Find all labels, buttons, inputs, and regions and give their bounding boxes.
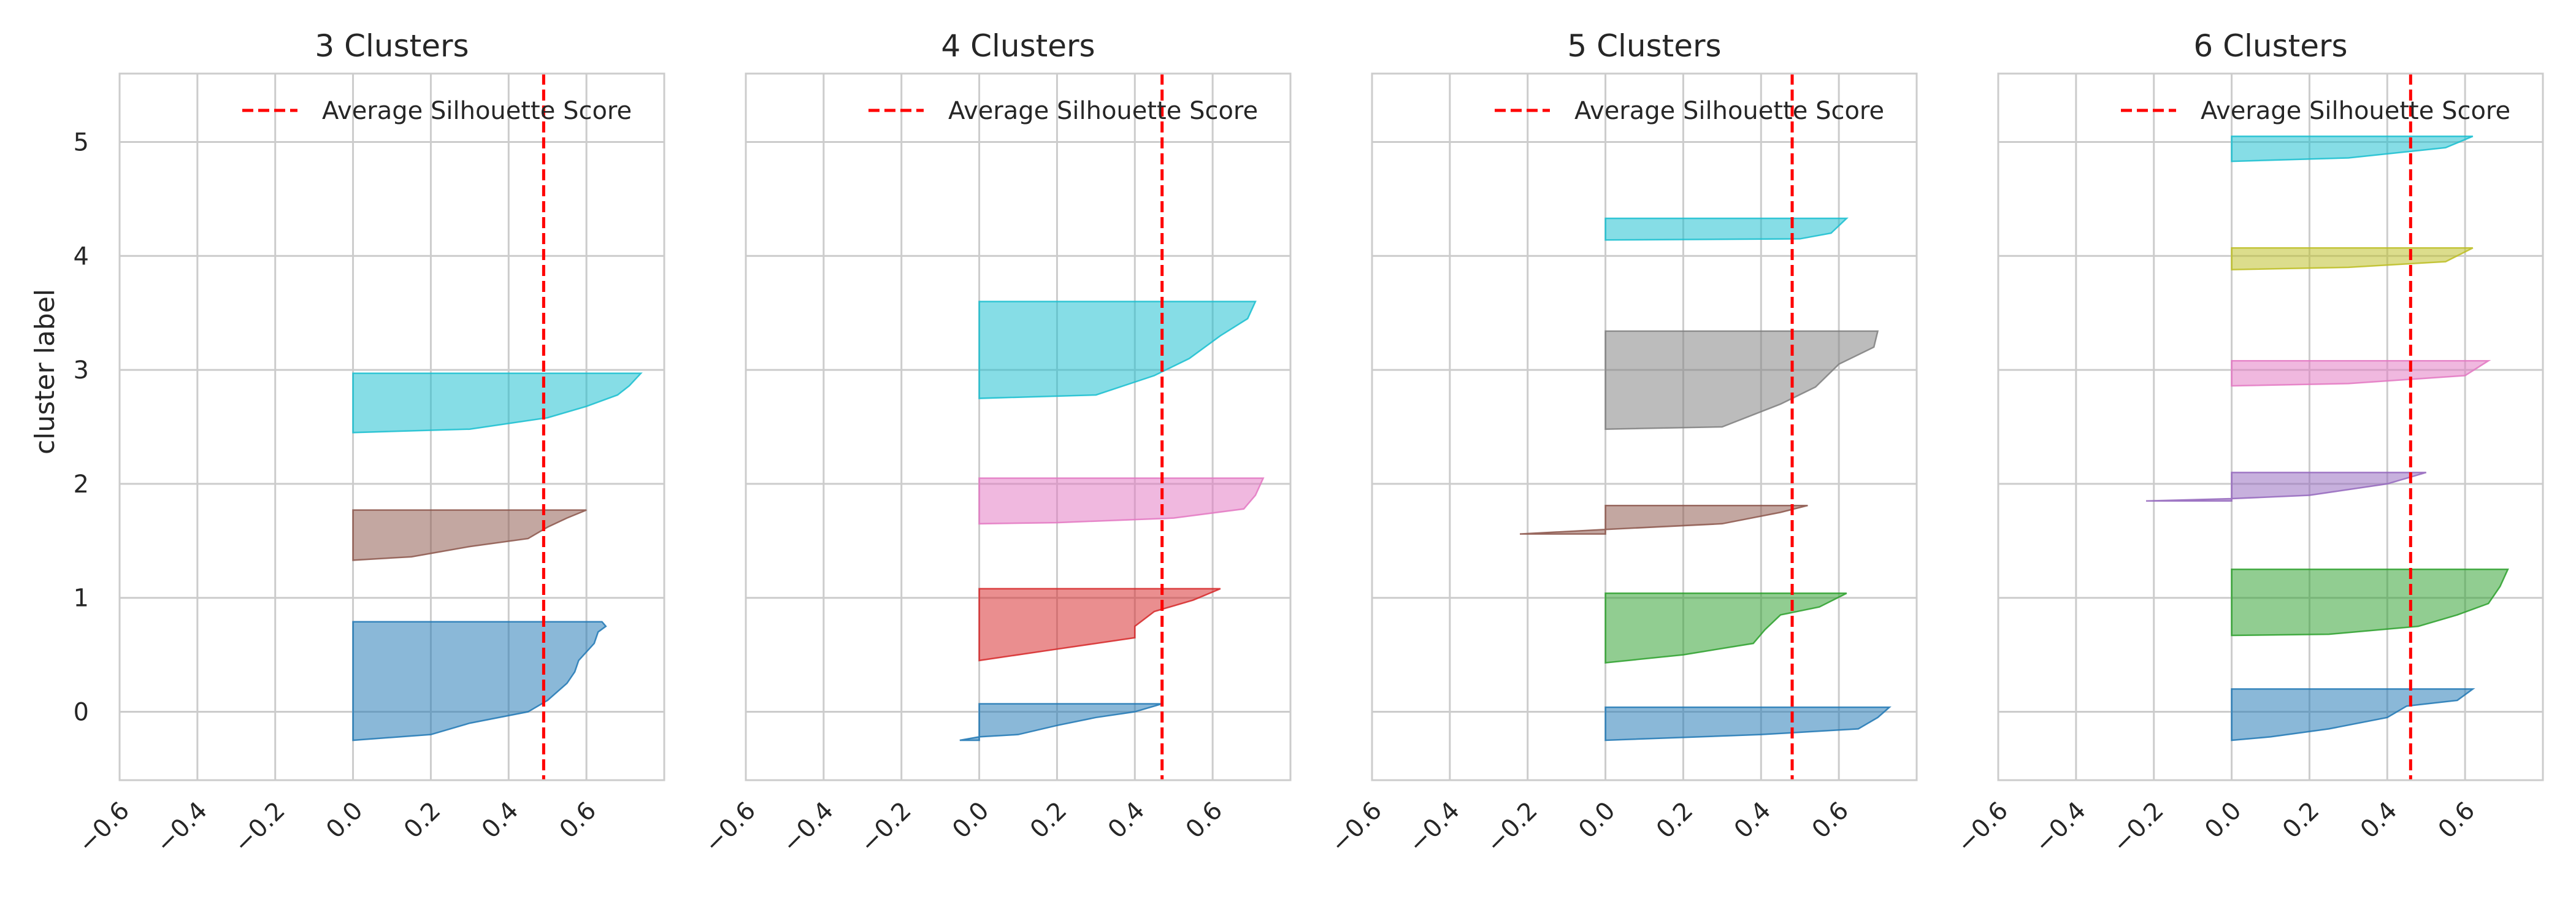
x-tick-label: −0.4 xyxy=(2030,797,2091,859)
x-tick-label: 0.0 xyxy=(321,797,369,845)
x-tick-label: 0.4 xyxy=(2355,797,2403,845)
y-tick-label: 4 xyxy=(74,242,89,270)
x-tick-label: −0.2 xyxy=(2107,797,2169,859)
panel-3: Average Silhouette Score 5 Clusters −0.6 −0… xyxy=(1325,28,1918,859)
panel-1: Average Silhouette Score 3 Clusters 0 1 2 3 4 5… xyxy=(29,28,665,859)
silhouette-cluster-3 xyxy=(2231,359,2491,387)
x-tick-label: 0.2 xyxy=(399,797,447,845)
x-tick-label: 0.0 xyxy=(947,797,995,845)
plot-frame xyxy=(745,72,1292,781)
legend-label: Average Silhouette Score xyxy=(2201,97,2510,125)
panel-4: Average Silhouette Score 6 Clusters −0.6 −0… xyxy=(1952,28,2544,859)
plot-frame xyxy=(118,72,665,781)
x-tick-label: 0.4 xyxy=(477,797,524,845)
legend-label: Average Silhouette Score xyxy=(1574,97,1884,125)
y-tick-label: 0 xyxy=(74,699,89,727)
plot-frame xyxy=(1371,72,1918,781)
silhouette-cluster-1 xyxy=(352,509,587,561)
plot-area xyxy=(746,74,1290,780)
x-tick-label: 0.2 xyxy=(1025,797,1073,845)
panel-2: Average Silhouette Score 4 Clusters −0.6 −0… xyxy=(699,28,1292,859)
silhouette-cluster-4 xyxy=(1604,217,1849,241)
silhouette-cluster-2 xyxy=(2145,472,2427,502)
y-axis-label: cluster label xyxy=(29,289,61,454)
legend: Average Silhouette Score xyxy=(2121,97,2510,125)
panel-title: 6 Clusters xyxy=(2193,28,2347,64)
panel-title: 3 Clusters xyxy=(315,28,469,64)
silhouette-cluster-4 xyxy=(2231,247,2474,270)
x-tick-label: −0.6 xyxy=(1325,797,1387,859)
x-tick-label: 0.2 xyxy=(1651,797,1699,845)
x-tick-label: −0.4 xyxy=(1403,797,1465,859)
silhouette-cluster-1 xyxy=(978,588,1221,662)
x-tick-label: −0.2 xyxy=(855,797,917,859)
panel-title: 4 Clusters xyxy=(941,28,1095,64)
x-tick-label: 0.6 xyxy=(1807,797,1855,845)
x-tick-label: −0.4 xyxy=(151,797,213,859)
x-tick-label: −0.6 xyxy=(73,797,135,859)
legend-label: Average Silhouette Score xyxy=(322,97,632,125)
silhouette-cluster-2 xyxy=(352,372,643,434)
x-tick-label: 0.6 xyxy=(1181,797,1229,845)
x-tick-label: 0.0 xyxy=(2199,797,2247,845)
silhouette-cluster-0 xyxy=(1604,706,1892,742)
silhouette-cluster-3 xyxy=(1604,330,1879,430)
x-tick-label: −0.2 xyxy=(1481,797,1543,859)
silhouette-cluster-1 xyxy=(1604,592,1847,664)
x-tick-label: −0.4 xyxy=(777,797,839,859)
x-tick-label: 0.6 xyxy=(554,797,602,845)
plot-frame xyxy=(1997,72,2544,781)
x-tick-label: 0.6 xyxy=(2433,797,2481,845)
x-tick-label: 0.4 xyxy=(1103,797,1151,845)
y-tick-label: 2 xyxy=(74,470,89,499)
legend: Average Silhouette Score xyxy=(868,97,1258,125)
legend: Average Silhouette Score xyxy=(1495,97,1884,125)
silhouette-cluster-3 xyxy=(978,301,1257,399)
silhouette-cluster-0 xyxy=(959,703,1163,742)
silhouette-cluster-2 xyxy=(978,477,1265,525)
x-tick-label: −0.2 xyxy=(229,797,291,859)
x-tick-label: −0.6 xyxy=(699,797,761,859)
legend-label: Average Silhouette Score xyxy=(948,97,1258,125)
x-tick-label: 0.2 xyxy=(2277,797,2325,845)
y-tick-label: 5 xyxy=(74,128,89,156)
y-tick-label: 3 xyxy=(74,356,89,385)
silhouette-cluster-0 xyxy=(2231,688,2475,742)
x-tick-label: 0.4 xyxy=(1729,797,1777,845)
silhouette-cluster-5 xyxy=(2231,135,2474,163)
plot-area xyxy=(1998,74,2543,780)
legend: Average Silhouette Score xyxy=(242,97,632,125)
y-tick-label: 1 xyxy=(74,585,89,613)
silhouette-cluster-2 xyxy=(1519,504,1808,535)
panel-title: 5 Clusters xyxy=(1567,28,1721,64)
silhouette-cluster-1 xyxy=(2231,569,2509,637)
x-tick-label: −0.6 xyxy=(1952,797,2014,859)
x-tick-label: 0.0 xyxy=(1573,797,1621,845)
